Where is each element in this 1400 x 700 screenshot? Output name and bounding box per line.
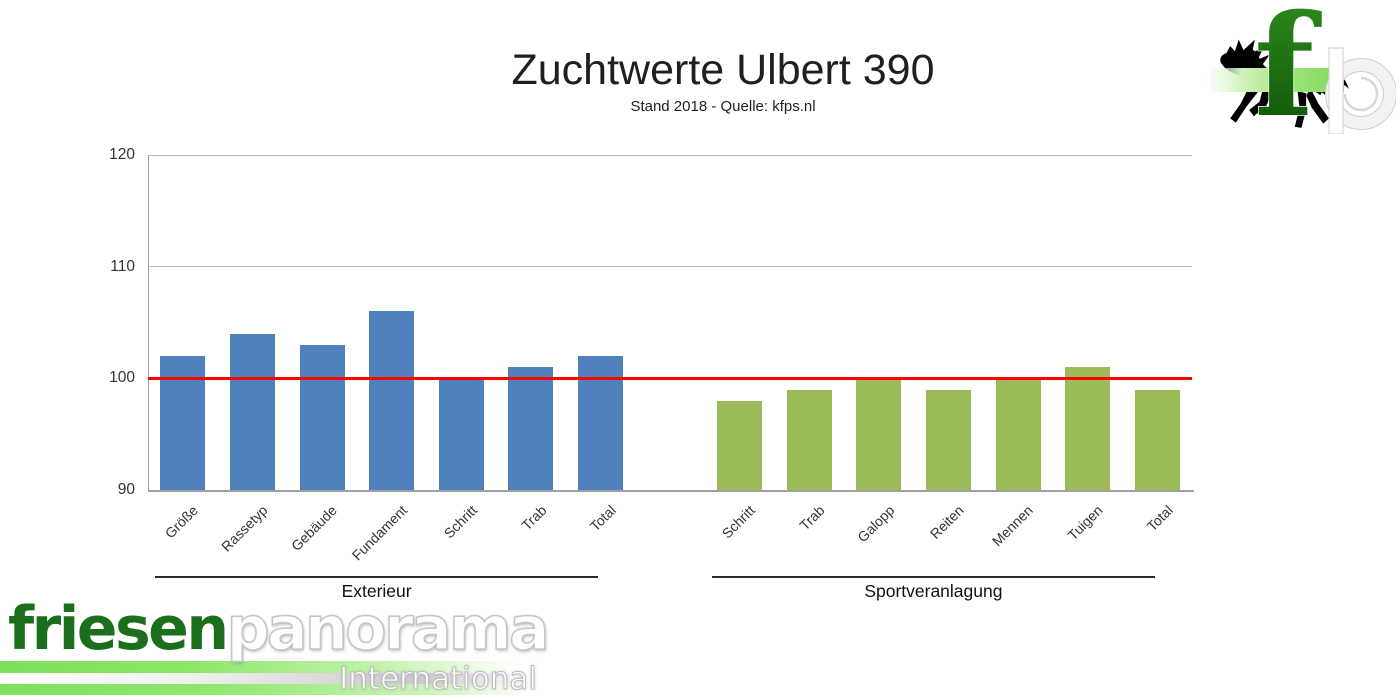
bar-label: Trab (517, 502, 550, 534)
bar-label: Gebäude (288, 502, 341, 555)
brand-panorama: panorama (226, 594, 550, 664)
bar (1134, 389, 1180, 490)
chart-subtitle: Stand 2018 - Quelle: kfps.nl (630, 98, 816, 115)
y-tick-label: 110 (110, 257, 135, 275)
friesenpanorama-logo: friesenpanorama (8, 598, 550, 660)
letter-f: f (1254, 2, 1322, 134)
logo-stripes (0, 661, 540, 695)
y-tick-label: 100 (109, 369, 135, 387)
bar-label: Reiten (926, 502, 967, 542)
bar (299, 344, 345, 490)
bar (229, 333, 275, 490)
y-tick-label: 90 (117, 481, 135, 498)
letter-p-icon (1325, 47, 1396, 134)
bar-label: Mennen (989, 502, 1037, 550)
brand-tagline: International (339, 661, 538, 698)
bar-label: Tuigen (1064, 502, 1106, 544)
bar (1065, 367, 1111, 490)
x-axis-line (148, 490, 1194, 492)
bar (925, 389, 971, 490)
group-label: Sportveranlagung (864, 581, 1003, 601)
group-underline (154, 576, 599, 578)
y-gridline (148, 266, 1192, 268)
y-axis-line (148, 155, 149, 490)
bar (717, 400, 763, 490)
stripe-green-bottom (0, 684, 540, 695)
bar-label: Größe (161, 502, 202, 542)
bar (508, 367, 554, 490)
bar (786, 389, 832, 490)
bar-label: Galopp (853, 502, 898, 546)
fp-logo: f (1210, 2, 1396, 134)
brand-friesen: friesen (8, 594, 229, 664)
bar-label: Total (1143, 502, 1176, 535)
bar-label: Total (586, 502, 619, 535)
group-underline (711, 576, 1156, 578)
chart-header: Zuchtwerte Ulbert 390 Stand 2018 - Quell… (46, 46, 1400, 115)
bar (369, 311, 415, 490)
stripe-white-middle (0, 673, 540, 684)
y-gridline (148, 154, 1192, 156)
bar-label: Schritt (440, 502, 480, 542)
bar-label: Trab (796, 502, 828, 534)
bar (856, 378, 902, 490)
y-tick-label: 120 (109, 146, 135, 163)
bar-label: Fundament (348, 502, 410, 564)
bar-label: Rassetyp (218, 502, 271, 555)
bar (438, 378, 484, 490)
group-label: Exterieur (341, 581, 412, 601)
bar (995, 378, 1041, 490)
green-band (1210, 68, 1344, 92)
stripe-green-top (0, 661, 540, 673)
chart-title: Zuchtwerte Ulbert 390 (511, 46, 935, 94)
bar-label: Schritt (718, 502, 758, 542)
reference-line (148, 376, 1192, 380)
